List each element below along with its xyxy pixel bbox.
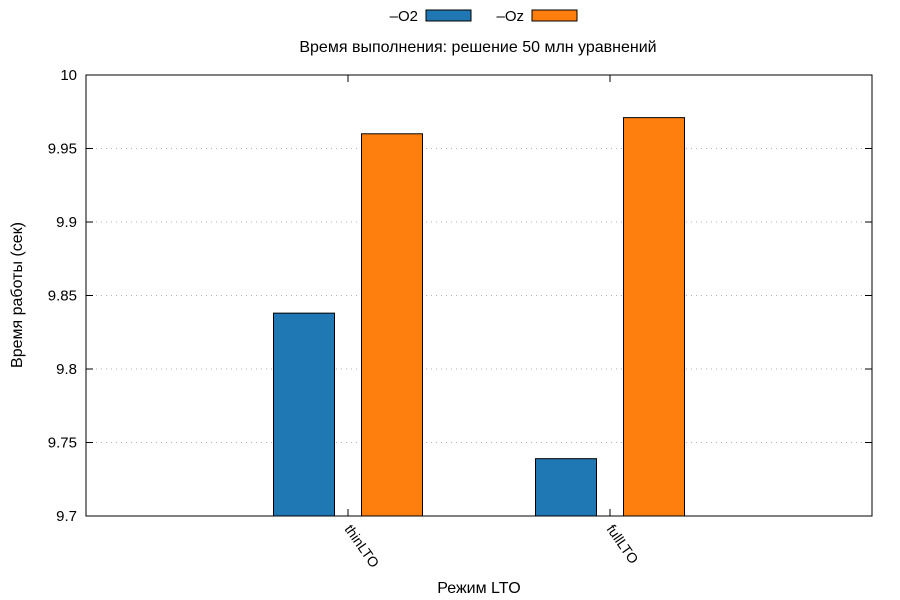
bar-o2-thinlto — [273, 312, 335, 517]
bars — [273, 117, 685, 517]
x-tick-label: fullLTO — [604, 522, 642, 567]
legend: –O2 –Oz — [390, 8, 578, 25]
legend-swatch — [531, 9, 578, 22]
x-axis-label: Режим LTO — [437, 580, 520, 597]
y-tick-label: 10 — [60, 67, 77, 84]
y-axis: 9.7 9.75 9.8 9.85 9.9 9.95 10 — [48, 67, 872, 525]
y-tick-label: 9.7 — [56, 508, 77, 525]
y-tick-label: 9.8 — [56, 361, 77, 378]
y-tick-label: 9.75 — [48, 435, 77, 452]
bar-oz-fulllto — [623, 117, 685, 517]
plot-frame — [85, 74, 873, 517]
x-tick-label: thinLTO — [342, 522, 383, 571]
legend-label: –Oz — [496, 8, 524, 25]
chart-title: Время выполнения: решение 50 млн уравнен… — [299, 39, 656, 56]
y-tick-label: 9.85 — [48, 288, 77, 305]
legend-swatch — [425, 9, 472, 22]
bar-o2-fulllto — [535, 458, 597, 517]
y-axis-label: Время работы (сек) — [9, 222, 26, 368]
grid-lines — [86, 148, 872, 443]
y-tick-label: 9.9 — [56, 214, 77, 231]
bar-oz-thinlto — [361, 133, 423, 517]
y-tick-label: 9.95 — [48, 141, 77, 158]
legend-label: –O2 — [390, 8, 418, 25]
